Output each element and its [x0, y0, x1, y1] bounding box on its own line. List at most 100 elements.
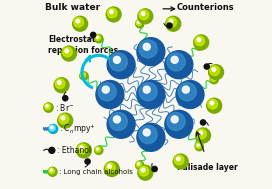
- Circle shape: [197, 38, 201, 42]
- Circle shape: [137, 38, 165, 66]
- Circle shape: [212, 68, 216, 71]
- Circle shape: [59, 114, 69, 124]
- Circle shape: [210, 101, 214, 105]
- Circle shape: [85, 159, 90, 164]
- Circle shape: [207, 98, 222, 113]
- Circle shape: [196, 143, 201, 149]
- Circle shape: [138, 165, 153, 180]
- Circle shape: [139, 10, 149, 20]
- Circle shape: [137, 163, 140, 165]
- Circle shape: [51, 126, 53, 129]
- Circle shape: [197, 129, 206, 139]
- Circle shape: [167, 112, 185, 131]
- Text: Palisade layer: Palisade layer: [177, 163, 238, 172]
- Circle shape: [195, 36, 205, 46]
- Circle shape: [152, 166, 157, 172]
- Circle shape: [55, 79, 65, 88]
- Circle shape: [136, 162, 141, 167]
- Circle shape: [107, 51, 135, 79]
- Circle shape: [141, 168, 145, 172]
- Text: : Ethanol: : Ethanol: [57, 146, 91, 155]
- Circle shape: [143, 129, 150, 136]
- Circle shape: [204, 64, 209, 69]
- Circle shape: [143, 43, 150, 50]
- Circle shape: [210, 75, 218, 84]
- Circle shape: [102, 86, 109, 93]
- Circle shape: [136, 161, 144, 169]
- Circle shape: [196, 43, 201, 48]
- Circle shape: [95, 147, 101, 152]
- Circle shape: [113, 56, 120, 63]
- Circle shape: [139, 40, 157, 58]
- Text: : Long chain alcohols: : Long chain alcohols: [58, 169, 132, 175]
- Circle shape: [138, 9, 153, 24]
- Circle shape: [61, 116, 65, 120]
- Circle shape: [49, 125, 58, 133]
- Circle shape: [95, 35, 101, 40]
- Circle shape: [80, 72, 86, 78]
- Text: Counterions: Counterions: [177, 3, 234, 12]
- Circle shape: [169, 19, 173, 23]
- Circle shape: [58, 113, 73, 128]
- Circle shape: [197, 144, 199, 146]
- Circle shape: [44, 103, 53, 112]
- Circle shape: [65, 49, 69, 53]
- Circle shape: [182, 86, 189, 93]
- Circle shape: [107, 8, 117, 18]
- Text: : Br$^{-}$: : Br$^{-}$: [55, 102, 75, 113]
- Circle shape: [141, 12, 145, 15]
- Circle shape: [199, 131, 203, 135]
- Circle shape: [113, 116, 120, 123]
- Circle shape: [109, 112, 127, 131]
- Circle shape: [82, 73, 84, 75]
- Circle shape: [167, 53, 185, 71]
- Circle shape: [143, 86, 150, 93]
- Circle shape: [48, 167, 57, 176]
- Circle shape: [195, 143, 203, 151]
- Circle shape: [139, 83, 157, 101]
- Circle shape: [165, 110, 193, 138]
- Circle shape: [95, 35, 103, 43]
- Circle shape: [104, 162, 119, 177]
- Text: Bulk water: Bulk water: [45, 3, 100, 12]
- Circle shape: [74, 17, 84, 27]
- Circle shape: [212, 77, 214, 79]
- Circle shape: [97, 36, 98, 38]
- Circle shape: [63, 96, 68, 101]
- Circle shape: [136, 20, 144, 28]
- Text: Electrostatic
repulsion forces: Electrostatic repulsion forces: [48, 35, 119, 55]
- Circle shape: [166, 16, 181, 31]
- Circle shape: [49, 168, 55, 174]
- Circle shape: [91, 32, 96, 37]
- Circle shape: [95, 146, 103, 154]
- Circle shape: [197, 44, 199, 46]
- Circle shape: [194, 35, 209, 50]
- Circle shape: [108, 164, 112, 168]
- Circle shape: [78, 144, 87, 154]
- Circle shape: [171, 116, 178, 123]
- Circle shape: [208, 99, 218, 109]
- Circle shape: [139, 166, 149, 176]
- Circle shape: [174, 155, 184, 165]
- Circle shape: [107, 110, 135, 138]
- Circle shape: [110, 10, 113, 14]
- Circle shape: [137, 81, 165, 108]
- Circle shape: [80, 146, 84, 150]
- Circle shape: [139, 125, 157, 144]
- Circle shape: [49, 125, 55, 131]
- Circle shape: [54, 78, 69, 93]
- Circle shape: [63, 47, 72, 57]
- Circle shape: [209, 65, 224, 80]
- Circle shape: [171, 56, 178, 63]
- Circle shape: [46, 105, 48, 107]
- Circle shape: [200, 120, 206, 125]
- Circle shape: [167, 17, 177, 27]
- Circle shape: [49, 147, 55, 153]
- Circle shape: [137, 21, 140, 23]
- Circle shape: [97, 148, 98, 150]
- Circle shape: [210, 66, 220, 75]
- Circle shape: [73, 16, 88, 31]
- Circle shape: [98, 83, 116, 101]
- Circle shape: [177, 157, 180, 161]
- Circle shape: [50, 169, 52, 171]
